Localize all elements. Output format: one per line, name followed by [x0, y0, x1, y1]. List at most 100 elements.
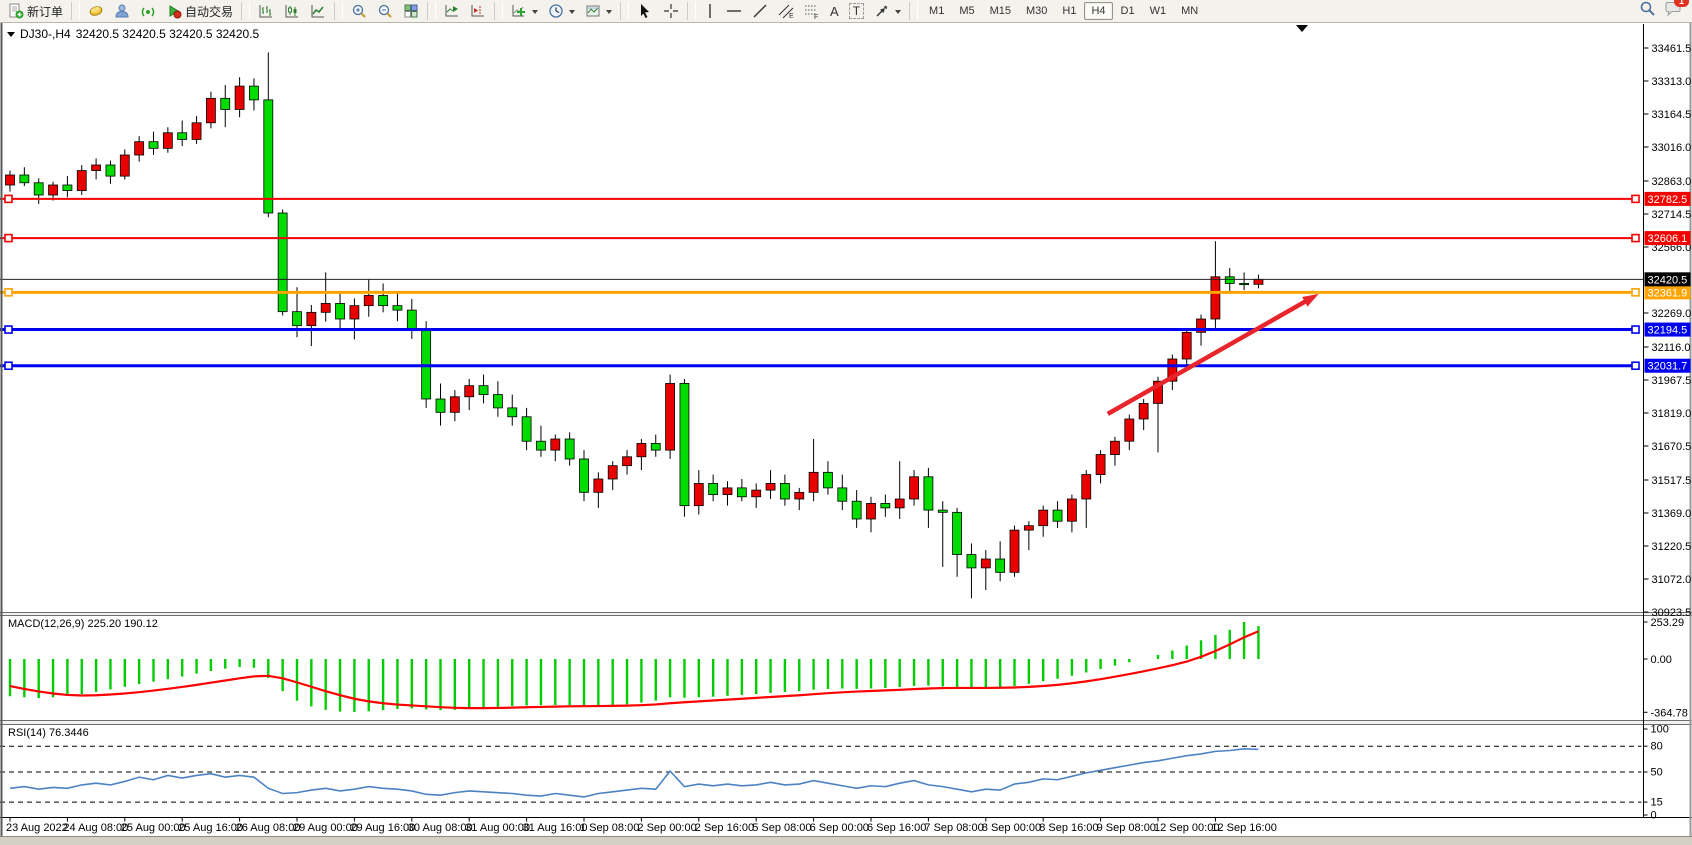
signals-button[interactable] — [136, 0, 160, 22]
candle — [148, 141, 159, 149]
bar-chart-button[interactable] — [254, 0, 278, 22]
resistance-line-2-anchor[interactable] — [1631, 233, 1640, 243]
rsi-tick-label: 50 — [1651, 767, 1663, 779]
tile-windows-button[interactable] — [399, 0, 423, 22]
candle — [923, 476, 934, 511]
candlestick-chart-button[interactable] — [280, 0, 304, 22]
time-tick-label: 29 Aug 00:00 — [293, 822, 358, 834]
zoom-out-button[interactable] — [373, 0, 397, 22]
autotrading-label: 自动交易 — [185, 4, 234, 19]
tile-windows-icon — [403, 3, 419, 19]
horizontal-line-button[interactable] — [722, 0, 746, 22]
candle — [837, 487, 848, 502]
support-line-blue-1-anchor[interactable] — [1631, 325, 1640, 334]
timeframe-button-H4[interactable]: H4 — [1084, 2, 1113, 20]
panel-divider[interactable] — [0, 612, 1692, 616]
timeframe-button-MN[interactable]: MN — [1181, 5, 1199, 17]
price-label-box — [1644, 285, 1691, 300]
fibonacci-button[interactable]: F — [800, 0, 824, 22]
price-tick-label: 31517.5 — [1652, 475, 1692, 487]
support-line-blue-1-anchor[interactable] — [4, 325, 13, 334]
search-icon[interactable] — [1639, 0, 1656, 22]
price-tick-label: 31220.5 — [1652, 541, 1692, 553]
cursor-icon — [637, 3, 653, 19]
zoom-in-button[interactable] — [347, 0, 371, 22]
timeframe-button-M5[interactable]: M5 — [959, 5, 975, 17]
crosshair-button[interactable] — [659, 0, 683, 22]
rsi-tick-label: 80 — [1651, 741, 1663, 753]
timeframe-button-W1[interactable]: W1 — [1149, 5, 1167, 17]
candle — [980, 558, 991, 569]
new-order-button[interactable]: 新订单 — [4, 0, 67, 22]
community-button[interactable] — [110, 0, 134, 22]
templates-button[interactable] — [581, 0, 616, 22]
candle — [119, 154, 130, 177]
timeframe-button-M1[interactable]: M1 — [929, 5, 945, 17]
candle — [162, 132, 173, 149]
price-tick-label: 33016.0 — [1652, 142, 1692, 154]
macd-tick-label: 0.00 — [1651, 654, 1672, 666]
candle — [521, 416, 532, 442]
macd-tick-label: -364.78 — [1651, 707, 1688, 719]
trend-arrow[interactable] — [1106, 295, 1313, 416]
candle — [19, 174, 30, 184]
periods-button[interactable] — [544, 0, 579, 22]
timeframe-button-M30[interactable]: M30 — [1026, 5, 1048, 17]
candle — [62, 184, 73, 191]
resistance-line-1-anchor[interactable] — [1631, 194, 1640, 204]
arrows-tool-button[interactable] — [870, 0, 905, 22]
auto-scroll-button[interactable] — [440, 0, 464, 22]
candle — [823, 471, 833, 489]
time-tick-label: 26 Aug 08:00 — [236, 822, 301, 834]
notifications-button[interactable]: 1 — [1664, 0, 1689, 22]
price-tick-label: 31670.5 — [1652, 441, 1692, 453]
candle — [1253, 278, 1264, 285]
chart-shift-marker-icon[interactable] — [1296, 25, 1308, 32]
price-label: 32782.5 — [1648, 194, 1688, 206]
line-chart-button[interactable] — [306, 0, 330, 22]
text-tool-button[interactable]: A — [826, 0, 843, 22]
support-line-orange-anchor[interactable] — [1631, 288, 1640, 297]
autotrading-button[interactable]: 自动交易 — [162, 0, 237, 22]
toolbar-separator — [241, 2, 251, 20]
price-label-box — [1644, 191, 1691, 206]
chart-shift-button[interactable] — [466, 0, 490, 22]
timeframe-button-H1[interactable]: H1 — [1062, 5, 1077, 17]
fibonacci-glyph: F — [814, 14, 818, 19]
candle — [1224, 276, 1235, 284]
rsi-panel — [0, 745, 1642, 803]
trendline-button[interactable] — [748, 0, 772, 22]
timeframe-button-D1[interactable]: D1 — [1120, 5, 1135, 17]
support-line-blue-2-anchor[interactable] — [1631, 361, 1640, 371]
support-line-orange-anchor[interactable] — [4, 288, 13, 297]
bar-chart-icon — [258, 3, 274, 19]
text-label-button[interactable]: T — [845, 0, 868, 22]
price-tick-label: 32269.0 — [1652, 308, 1692, 320]
candle — [177, 132, 188, 140]
panel-divider[interactable] — [0, 720, 1692, 725]
resistance-line-2-anchor[interactable] — [4, 233, 13, 243]
line-chart-icon — [310, 3, 326, 19]
toolbar: 新订单 自动交易 — [0, 0, 1692, 23]
support-line-blue-2-anchor[interactable] — [4, 361, 13, 371]
candle — [134, 141, 145, 156]
chart-title-caret-icon[interactable] — [7, 31, 15, 41]
candle — [636, 443, 647, 458]
chart-background[interactable] — [0, 23, 1692, 836]
timeframe-button-M15[interactable]: M15 — [989, 5, 1012, 17]
candle — [650, 443, 661, 451]
indicators-button[interactable] — [507, 0, 542, 22]
resistance-line-1-anchor[interactable] — [4, 194, 13, 204]
chart-shift-icon — [470, 3, 486, 19]
gold-coin-button[interactable] — [84, 0, 108, 22]
price-tick-label: 31967.5 — [1652, 375, 1692, 387]
candle — [220, 97, 231, 110]
trend-arrow-head[interactable] — [1302, 293, 1319, 307]
cursor-button[interactable] — [633, 0, 657, 22]
dropdown-caret-icon — [895, 9, 902, 17]
candle — [349, 305, 360, 320]
vertical-line-button[interactable] — [700, 0, 720, 22]
equidistant-channel-button[interactable]: E — [774, 0, 798, 22]
